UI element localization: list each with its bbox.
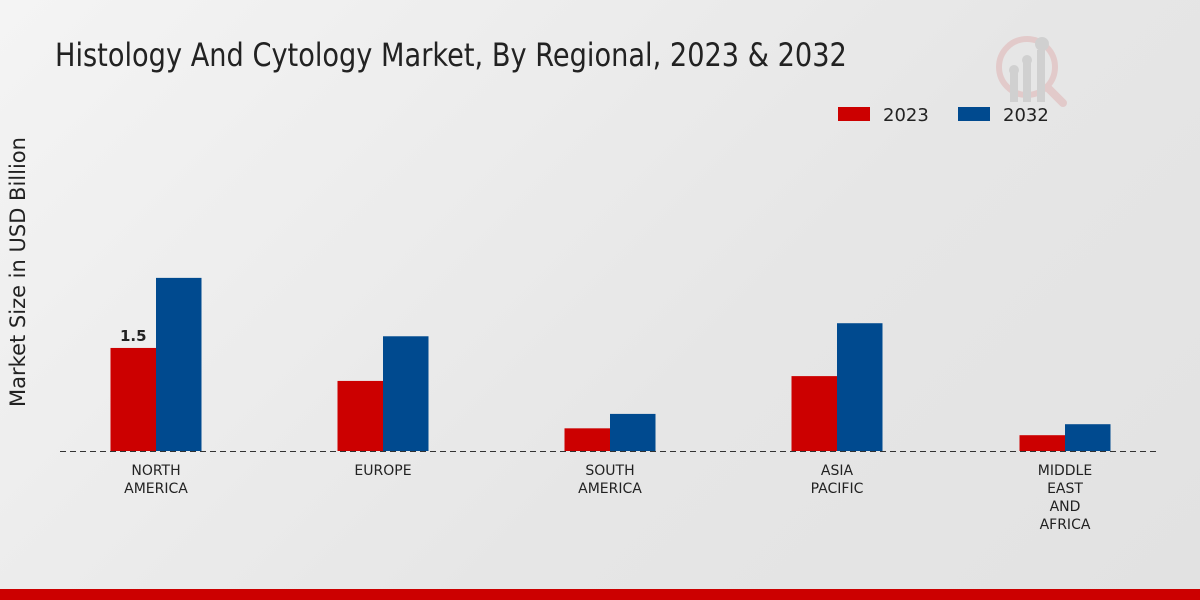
bar-2032-3 (837, 323, 883, 451)
legend-label-2032: 2032 (1003, 105, 1049, 126)
bar-2032-4 (1065, 424, 1111, 451)
x-tick-label: NORTH AMERICA (124, 463, 188, 497)
bar-2023-4 (1019, 435, 1065, 451)
bar-2023-2 (564, 428, 610, 451)
footer-bar (0, 589, 1200, 600)
x-tick-label: MIDDLE EAST AND AFRICA (1038, 463, 1092, 533)
bar-2023-1 (337, 380, 383, 451)
bar-2023-0 (110, 347, 156, 451)
chart-title: Histology And Cytology Market, By Region… (55, 36, 847, 74)
legend-swatch-2023 (838, 107, 870, 121)
data-label: 1.5 (120, 327, 147, 345)
legend-label-2023: 2023 (883, 105, 929, 126)
legend: 2023 2032 (838, 105, 1049, 126)
watermark-logo (996, 36, 1067, 107)
bar-2032-1 (383, 336, 429, 451)
bar-2032-0 (156, 277, 202, 451)
legend-swatch-2032 (958, 107, 990, 121)
x-tick-label: ASIA PACIFIC (811, 463, 864, 497)
x-tick-label: SOUTH AMERICA (578, 463, 642, 497)
bar-2032-2 (610, 413, 656, 451)
x-tick-label: EUROPE (354, 463, 411, 479)
bar-2023-3 (791, 376, 837, 451)
